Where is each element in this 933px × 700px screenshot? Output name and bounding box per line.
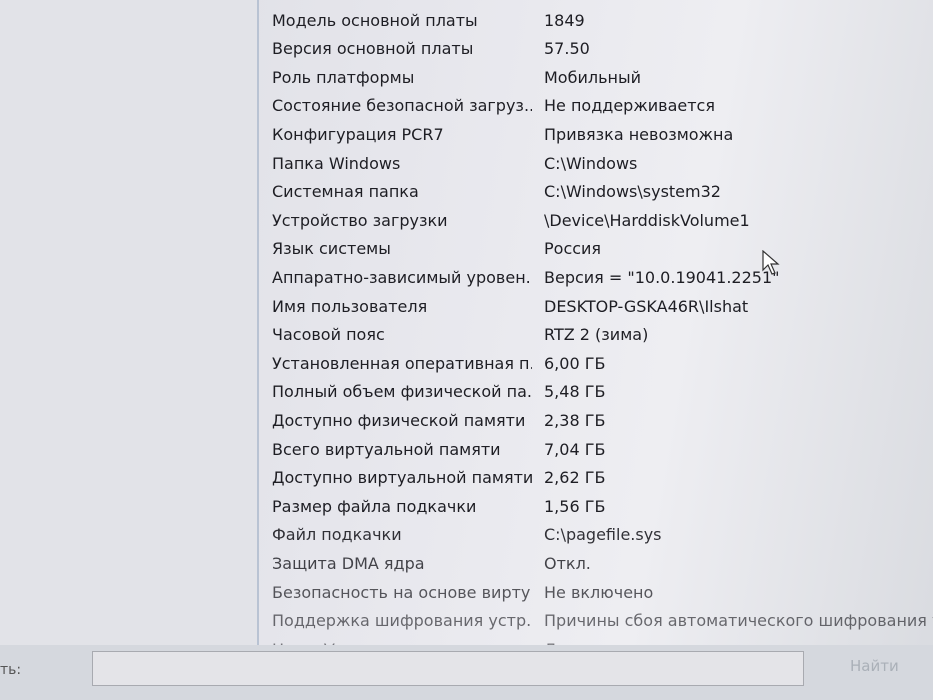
- table-row[interactable]: Устройство загрузки \Device\HarddiskVolum…: [259, 206, 933, 234]
- item-name: Поддержка шифрования устр...: [272, 611, 532, 631]
- item-name: Модель основной платы: [272, 10, 478, 30]
- item-name: Файл подкачки: [272, 525, 402, 545]
- item-name: Устройство загрузки: [272, 210, 448, 230]
- table-row[interactable]: Системная папка C:\Windows\system32: [259, 178, 933, 206]
- item-value: Откл.: [544, 553, 591, 573]
- table-row[interactable]: Язык системы Россия: [259, 235, 933, 263]
- table-row[interactable]: Полный объем физической па... 5,48 ГБ: [259, 378, 933, 406]
- item-value: Версия = "10.0.19041.2251": [544, 267, 780, 287]
- item-name: Конфигурация PCR7: [272, 124, 444, 144]
- table-row[interactable]: Состояние безопасной загруз... Не поддерж…: [259, 92, 933, 120]
- find-input[interactable]: [92, 651, 804, 686]
- item-name: Безопасность на основе вирту...: [272, 582, 532, 602]
- item-name: Аппаратно-зависимый уровен...: [272, 267, 532, 287]
- item-value: 57.50: [544, 39, 590, 59]
- item-value: Россия: [544, 239, 602, 259]
- table-row[interactable]: Аппаратно-зависимый уровен... Версия = "1…: [259, 263, 933, 291]
- find-button[interactable]: Найти: [850, 657, 899, 675]
- system-summary-list: Модель основной платы 1849 Версия основной…: [259, 0, 933, 646]
- item-name: Роль платформы: [272, 67, 415, 87]
- table-row[interactable]: Защита DMA ядра Откл.: [259, 549, 933, 577]
- table-row[interactable]: Безопасность на основе вирту... Не включе…: [259, 578, 933, 606]
- pane-splitter[interactable]: [257, 0, 259, 645]
- item-name: Состояние безопасной загруз...: [272, 96, 532, 116]
- item-name: Hyper-V — расширения режи...: [272, 640, 532, 645]
- item-value: 1,56 ГБ: [544, 496, 606, 516]
- item-value: \Device\HarddiskVolume1: [544, 210, 750, 230]
- item-name: Установленная оперативная п...: [272, 353, 532, 373]
- table-row[interactable]: Всего виртуальной памяти 7,04 ГБ: [259, 435, 933, 463]
- table-row[interactable]: Доступно физической памяти 2,38 ГБ: [259, 406, 933, 434]
- mouse-cursor-icon: [762, 250, 780, 275]
- item-value: Не поддерживается: [544, 96, 715, 116]
- item-name: Размер файла подкачки: [272, 496, 477, 516]
- category-tree-pane[interactable]: [0, 0, 257, 645]
- item-value: 2,38 ГБ: [544, 410, 606, 430]
- item-value: 5,48 ГБ: [544, 382, 606, 402]
- item-value: 2,62 ГБ: [544, 468, 606, 488]
- table-row[interactable]: Модель основной платы 1849: [259, 6, 933, 34]
- table-row[interactable]: Папка Windows C:\Windows: [259, 149, 933, 177]
- table-row[interactable]: Размер файла подкачки 1,56 ГБ: [259, 492, 933, 520]
- item-name: Системная папка: [272, 182, 419, 202]
- table-row[interactable]: Роль платформы Мобильный: [259, 63, 933, 91]
- item-value: RTZ 2 (зима): [544, 325, 649, 345]
- item-value: 1849: [544, 10, 585, 30]
- find-label: ть:: [0, 662, 22, 678]
- item-name: Защита DMA ядра: [272, 553, 425, 573]
- item-value: C:\Windows: [544, 153, 638, 173]
- item-name: Доступно виртуальной памяти: [272, 468, 532, 488]
- table-row[interactable]: Конфигурация PCR7 Привязка невозможна: [259, 120, 933, 148]
- item-value: Не включено: [544, 582, 654, 602]
- table-row[interactable]: Часовой пояс RTZ 2 (зима): [259, 321, 933, 349]
- item-value: Причины сбоя автоматического шифрования …: [544, 611, 933, 631]
- item-name: Доступно физической памяти: [272, 410, 526, 430]
- table-row[interactable]: Доступно виртуальной памяти 2,62 ГБ: [259, 464, 933, 492]
- item-name: Папка Windows: [272, 153, 401, 173]
- table-row[interactable]: Установленная оперативная п... 6,00 ГБ: [259, 349, 933, 377]
- table-row[interactable]: Файл подкачки C:\pagefile.sys: [259, 521, 933, 549]
- item-name: Имя пользователя: [272, 296, 428, 316]
- table-row[interactable]: Поддержка шифрования устр... Причины сбоя…: [259, 607, 933, 635]
- item-name: Полный объем физической па...: [272, 382, 532, 402]
- item-value: DESKTOP-GSKA46R\Ilshat: [544, 296, 749, 316]
- item-value: 6,00 ГБ: [544, 353, 606, 373]
- item-name: Часовой пояс: [272, 325, 385, 345]
- item-value: C:\Windows\system32: [544, 182, 721, 202]
- item-name: Язык системы: [272, 239, 391, 259]
- item-value: Мобильный: [544, 67, 642, 87]
- item-value: C:\pagefile.sys: [544, 525, 662, 545]
- item-value: 7,04 ГБ: [544, 439, 606, 459]
- table-row[interactable]: Имя пользователя DESKTOP-GSKA46R\Ilshat: [259, 292, 933, 320]
- item-name: Всего виртуальной памяти: [272, 439, 501, 459]
- table-row[interactable]: Hyper-V — расширения режи... Да: [259, 635, 933, 645]
- item-value: Привязка невозможна: [544, 124, 734, 144]
- item-name: Версия основной платы: [272, 39, 474, 59]
- table-row[interactable]: Версия основной платы 57.50: [259, 35, 933, 63]
- item-value: Да: [544, 640, 566, 645]
